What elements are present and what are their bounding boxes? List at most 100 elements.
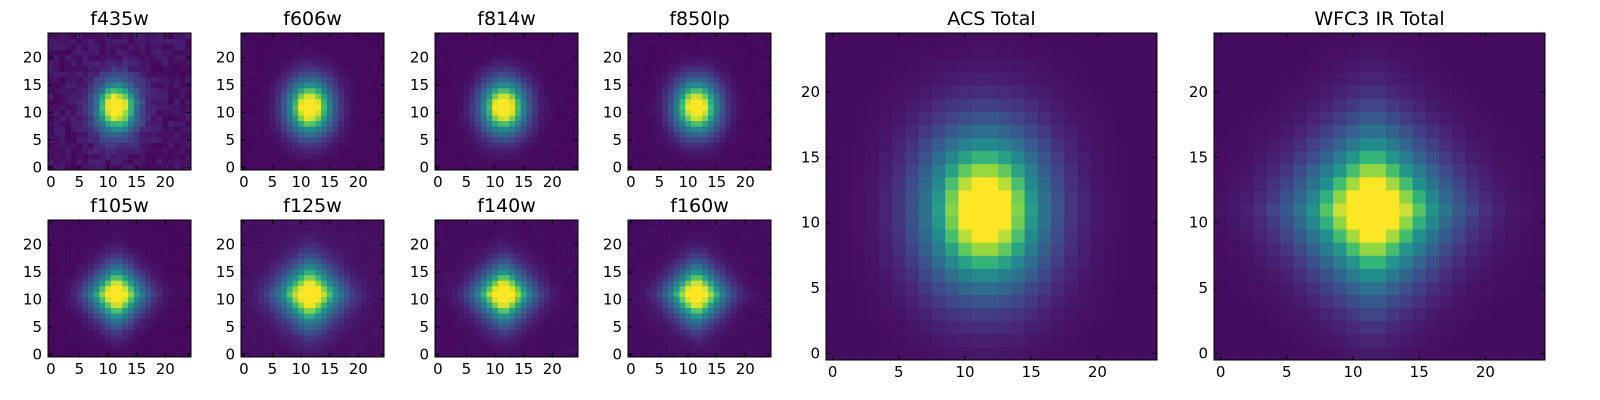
heatmap-cell [281, 137, 288, 143]
heatmap-cell [326, 98, 333, 105]
heatmap-cell [258, 241, 265, 248]
panel-title: f125w [283, 195, 342, 217]
heatmap-cell [292, 346, 299, 352]
heatmap-cell [48, 274, 55, 281]
heatmap-cell [65, 109, 72, 116]
heatmap-cell [321, 318, 328, 325]
heatmap-cell [110, 329, 118, 336]
heatmap-cell [765, 148, 772, 154]
heatmap-cell [93, 65, 100, 72]
heatmap-cell [719, 296, 726, 303]
heatmap-cell [139, 318, 146, 325]
heatmap-cell [463, 115, 470, 122]
heatmap-cell [53, 38, 60, 45]
heatmap-cell [486, 164, 493, 171]
heatmap-cell [263, 241, 270, 248]
heatmap-cell [162, 274, 169, 281]
heatmap-cell [532, 164, 539, 171]
heatmap-cell [252, 236, 259, 243]
heatmap-cell [355, 340, 362, 347]
heatmap-cell [292, 33, 299, 39]
heatmap-cell [628, 148, 635, 154]
heatmap-cell [173, 318, 180, 325]
heatmap-cell [321, 285, 328, 292]
heatmap-cell [93, 76, 100, 83]
heatmap-cell [543, 38, 550, 45]
heatmap-cell [145, 60, 152, 67]
heatmap-cell [332, 76, 339, 83]
heatmap-cell [99, 346, 106, 352]
heatmap-cell [162, 82, 169, 89]
heatmap-cell [742, 120, 749, 127]
heatmap-cell [263, 60, 270, 67]
heatmap-cell [355, 329, 362, 336]
heatmap-cell [139, 324, 146, 330]
heatmap-cell [355, 252, 362, 259]
heatmap-cell [366, 307, 373, 314]
heatmap-cell [70, 258, 77, 265]
heatmap-cell [480, 258, 487, 265]
heatmap-cell [286, 82, 293, 89]
heatmap-cell [286, 351, 293, 358]
heatmap-cell [65, 307, 72, 314]
heatmap-cell [355, 98, 362, 105]
heatmap-cell [532, 137, 539, 143]
heatmap-cell [572, 142, 579, 149]
heatmap-cell [486, 71, 493, 78]
heatmap-cell [263, 302, 270, 309]
heatmap-cell [309, 225, 316, 232]
heatmap-cell [475, 285, 482, 292]
heatmap-cell [263, 98, 270, 105]
heatmap-cell [168, 109, 175, 116]
heatmap-cell [326, 82, 333, 89]
heatmap-cell [543, 164, 550, 171]
heatmap-cell [292, 164, 299, 171]
heatmap-cell [480, 269, 487, 276]
heatmap-cell [65, 236, 72, 243]
heatmap-cell [315, 104, 322, 111]
heatmap-cell [515, 252, 522, 259]
heatmap-cell [361, 159, 368, 165]
heatmap-cell [263, 269, 270, 276]
heatmap-cell [185, 98, 192, 105]
heatmap-cell [321, 93, 328, 100]
heatmap-cell [452, 71, 459, 78]
heatmap-cell [48, 104, 55, 111]
heatmap-cell [503, 329, 510, 336]
heatmap-cell [275, 318, 282, 325]
heatmap-cell [309, 236, 316, 243]
heatmap-cell [122, 120, 129, 127]
heatmap-cell [162, 225, 169, 232]
heatmap-cell [492, 126, 499, 133]
heatmap-cell [725, 98, 732, 105]
heatmap-cell [457, 252, 464, 259]
heatmap-cell [326, 104, 333, 111]
heatmap-cell [753, 104, 760, 111]
heatmap-cell [173, 335, 180, 341]
heatmap-cell [633, 274, 640, 281]
heatmap-cell [549, 296, 556, 303]
heatmap-cell [99, 280, 106, 287]
heatmap-cell [150, 291, 158, 298]
heatmap-cell [372, 274, 379, 281]
heatmap-cell [435, 340, 442, 347]
heatmap-cell [269, 335, 276, 341]
heatmap-cell [53, 285, 60, 292]
heatmap-cell [469, 164, 476, 171]
heatmap-cell [509, 142, 516, 149]
heatmap-cell [480, 164, 487, 171]
heatmap-cell [303, 82, 311, 89]
heatmap-cell [173, 137, 180, 143]
heatmap-cell [185, 76, 192, 83]
heatmap-cell [560, 296, 567, 303]
heatmap-cell [560, 236, 567, 243]
heatmap-cell [555, 159, 562, 165]
heatmap-cell [662, 65, 669, 72]
heatmap-cell [88, 115, 95, 122]
heatmap-cell [252, 324, 259, 330]
y-tick-label: 10 [410, 103, 429, 121]
heatmap-cell [53, 104, 60, 111]
heatmap-cell [378, 247, 385, 254]
heatmap-cell [503, 280, 510, 287]
heatmap-cell [537, 148, 545, 154]
